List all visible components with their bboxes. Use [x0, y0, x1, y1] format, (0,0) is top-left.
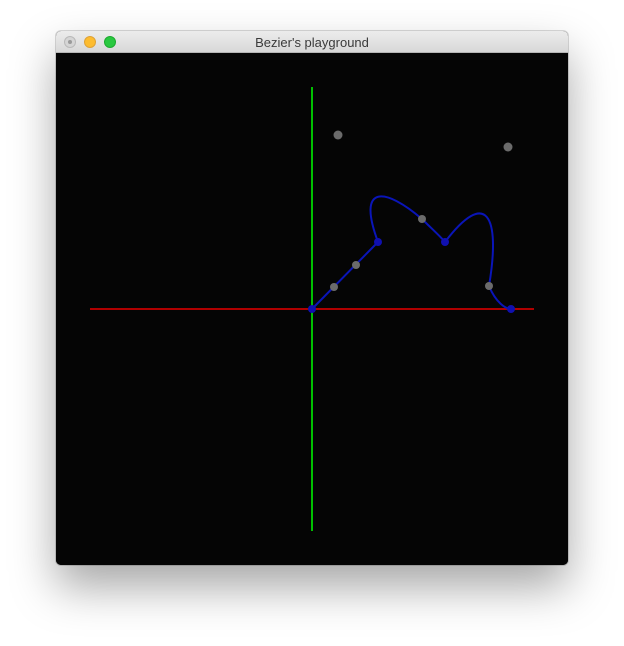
control-point[interactable] — [333, 130, 343, 140]
control-point[interactable] — [503, 142, 513, 152]
canvas-svg[interactable] — [56, 53, 568, 565]
zoom-button[interactable] — [104, 36, 116, 48]
control-point[interactable] — [352, 261, 360, 269]
control-point[interactable] — [330, 283, 338, 291]
anchor-point[interactable] — [308, 305, 316, 313]
app-window: Bezier's playground — [56, 31, 568, 565]
anchor-point[interactable] — [507, 305, 515, 313]
drawing-canvas[interactable] — [56, 53, 568, 565]
close-button[interactable] — [64, 36, 76, 48]
window-title: Bezier's playground — [255, 35, 369, 50]
bezier-curve — [311, 195, 512, 310]
minimize-button[interactable] — [84, 36, 96, 48]
anchor-point[interactable] — [441, 238, 449, 246]
anchor-point[interactable] — [374, 238, 382, 246]
control-point[interactable] — [418, 215, 426, 223]
title-bar[interactable]: Bezier's playground — [56, 31, 568, 53]
control-point[interactable] — [485, 282, 493, 290]
